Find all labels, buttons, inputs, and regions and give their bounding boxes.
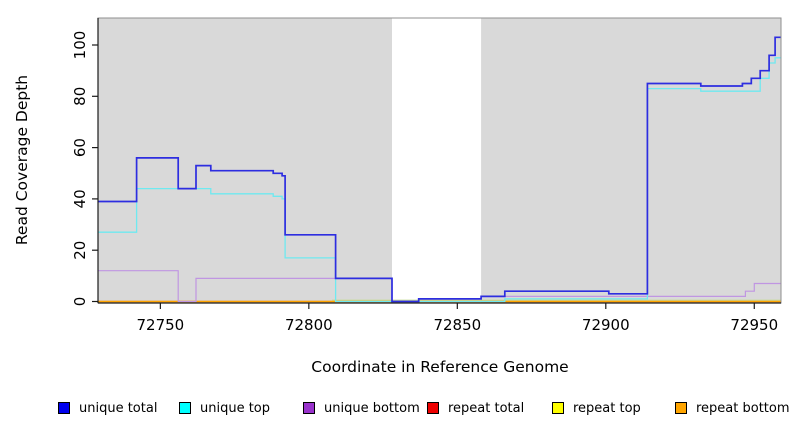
legend-item-repeat-top: repeat top [552,395,641,421]
x-axis-title: Coordinate in Reference Genome [311,358,568,376]
y-tick-label: 60 [71,138,89,157]
plot-series [98,36,781,303]
x-tick-label: 72950 [730,316,778,334]
y-tick-label: 20 [71,241,89,260]
legend-swatch-icon [179,402,191,414]
coverage-chart: 72750 72800 72850 72900 72950 0 20 40 60 80 100 Co… [13,17,782,376]
x-tick-label: 72850 [433,316,481,334]
legend-swatch-icon [552,402,564,414]
shaded-region [98,18,392,303]
y-tick-label: 40 [71,189,89,208]
legend-swatch-icon [675,402,687,414]
series-line-unique-total [98,36,781,303]
chart-legend: unique total unique top unique bottom repea… [0,395,792,421]
legend-item-repeat-bottom: repeat bottom [675,395,790,421]
legend-label: unique total [79,400,158,416]
legend-item-repeat-total: repeat total [427,395,524,421]
y-tick-label: 80 [71,87,89,106]
legend-swatch-icon [58,402,70,414]
shaded-region [481,18,781,303]
legend-label: repeat bottom [696,400,790,416]
legend-label: unique top [200,400,271,416]
legend-swatch-icon [427,402,439,414]
legend-label: unique bottom [324,400,420,416]
legend-item-unique-bottom: unique bottom [303,395,420,421]
legend-item-unique-top: unique top [179,395,270,421]
legend-label: repeat top [573,400,641,416]
y-tick-label: 100 [71,31,89,60]
series-line-unique-top [98,57,781,303]
legend-swatch-icon [303,402,315,414]
legend-label: repeat total [448,400,525,416]
x-tick-label: 72800 [285,316,333,334]
plot-axes: 72750 72800 72850 72900 72950 0 20 40 60 80 100 [71,31,778,334]
plot-background [98,18,781,303]
plot-frame [97,17,782,304]
x-tick-label: 72900 [582,316,630,334]
y-tick-label: 0 [71,297,89,307]
x-tick-label: 72750 [137,316,185,334]
y-axis-title: Read Coverage Depth [13,75,31,245]
legend-item-unique-total: unique total [58,395,157,421]
